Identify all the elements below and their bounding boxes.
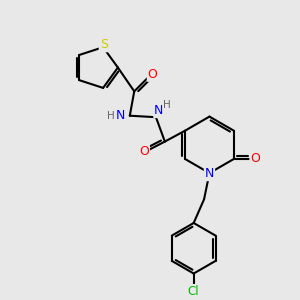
Text: H: H (107, 111, 115, 121)
Text: N: N (154, 104, 164, 117)
Text: O: O (250, 152, 260, 165)
Text: O: O (148, 68, 158, 81)
Text: H: H (164, 100, 171, 110)
Text: N: N (116, 109, 126, 122)
Text: S: S (100, 38, 108, 51)
Text: O: O (139, 146, 149, 158)
Text: Cl: Cl (188, 285, 200, 298)
Text: N: N (205, 167, 214, 180)
